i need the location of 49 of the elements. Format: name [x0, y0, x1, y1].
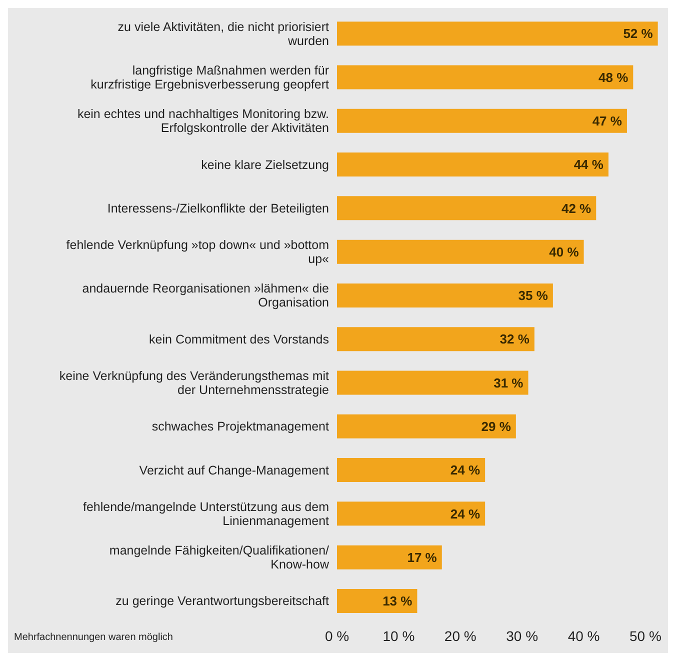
data-label: 52 % [623, 26, 654, 42]
text: Mehrfachnennungen waren möglich [14, 632, 173, 643]
y-tick-label: zu geringe Verantwortungsbereitschaft [116, 594, 330, 608]
bar [337, 65, 634, 90]
bar [337, 370, 528, 395]
data-label: 44 % [574, 157, 604, 172]
x-tick-label: 20 % [444, 628, 476, 644]
bar [337, 414, 516, 438]
bar [337, 240, 584, 264]
x-tick-label: 0 % [324, 628, 350, 644]
y-tick-label: andauernde Reorganisationen »lähmen« die Organisation [82, 282, 330, 310]
y-tick-label: keine Verknüpfung des Veränderungsthemas mit der Unternehmensstrategie [59, 368, 330, 397]
y-tick-label: zu viele Aktivitäten, die nicht priorisiert wurden [118, 20, 330, 48]
data-label: 35 % [518, 288, 548, 304]
data-label: 24 % [450, 462, 481, 478]
y-tick-label: mangelnde Fähigkeiten/Qualifikationen/ Know-how [109, 544, 330, 572]
bar [337, 196, 596, 220]
data-label: 48 % [598, 70, 629, 85]
y-tick-label: Verzicht auf Change-Management [139, 463, 330, 478]
y-tick-label: langfristige Maßnahmen werden für kurzfristige Ergebnisverbesserung geopfert [90, 63, 330, 92]
y-tick-label: kein echtes und nachhaltiges Monitoring bzw. Erfolgskontrolle der Aktivitäten [77, 107, 330, 136]
y-tick-label: fehlende Verknüpfung »top down« und »bottom up« [66, 238, 330, 266]
bar [337, 545, 442, 570]
bar [337, 108, 627, 133]
y-tick-label: kein Commitment des Vorstands [149, 332, 329, 346]
bar [337, 283, 553, 308]
x-tick-label: 50 % [630, 628, 662, 644]
data-label: 29 % [481, 419, 512, 434]
data-label: 40 % [549, 244, 580, 260]
x-tick-label: 10 % [382, 628, 415, 644]
y-tick-label: keine klare Zielsetzung [201, 158, 330, 172]
x-tick-label: 40 % [568, 628, 600, 644]
data-label: 13 % [382, 594, 413, 609]
bar [337, 458, 486, 482]
bar [337, 152, 608, 177]
data-label: 47 % [592, 114, 622, 128]
bar [337, 327, 534, 352]
bar [337, 588, 418, 613]
bar [337, 502, 486, 526]
y-tick-label: fehlende/mangelnde Unterstützung aus dem Linienmanagement [83, 500, 330, 528]
y-tick-label: Interessens-/Zielkonflikte der Beteiligten [107, 201, 330, 216]
data-label: 31 % [494, 375, 524, 390]
data-label: 32 % [500, 332, 530, 347]
data-label: 42 % [561, 200, 592, 216]
data-label: 17 % [407, 550, 438, 565]
x-tick-label: 30 % [506, 628, 538, 644]
bar [337, 22, 658, 46]
y-tick-label: schwaches Projektmanagement [152, 420, 330, 434]
data-label: 24 % [450, 506, 481, 522]
